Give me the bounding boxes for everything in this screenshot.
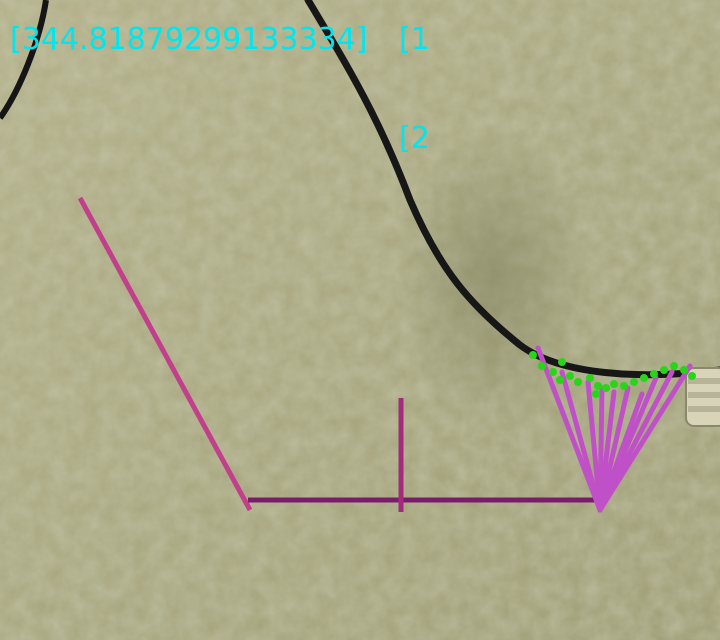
green-points: [529, 351, 696, 398]
violet-fan: [535, 345, 693, 513]
plug: [685, 367, 720, 427]
value-readout-right-bottom: [2: [399, 121, 430, 156]
cable-shadow: [320, 80, 600, 520]
value-readout-left: [344.81879299133334]: [10, 22, 368, 57]
magenta-line: [77, 196, 253, 512]
value-readout-right-top: [1: [399, 22, 430, 57]
cable-left: [0, 0, 49, 120]
cable-main: [304, 0, 720, 379]
